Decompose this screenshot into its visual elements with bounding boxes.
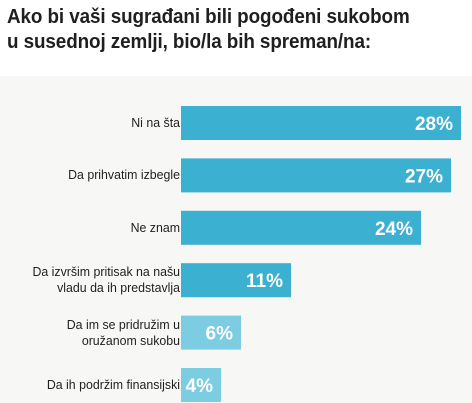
bar-4 bbox=[181, 263, 291, 298]
bar-value-label-4: 11% bbox=[246, 271, 283, 292]
category-label-6: Da ih podržim finansijski bbox=[46, 377, 181, 392]
bar-value-label-5: 6% bbox=[206, 324, 234, 345]
bar-1 bbox=[181, 106, 461, 140]
chart-title-line-1: Ako bi vaši sugrađani bili pogođeni suko… bbox=[7, 5, 410, 28]
bar-2 bbox=[181, 158, 451, 193]
category-label-2: Da prihvatim izbegle bbox=[68, 167, 180, 183]
bar-value-label-6: 4% bbox=[186, 376, 214, 397]
bar-value-label-3: 24% bbox=[375, 219, 413, 240]
bar-value-label-2: 27% bbox=[405, 166, 443, 187]
category-label-1: Ni na šta bbox=[131, 115, 180, 130]
bar-5 bbox=[181, 315, 241, 350]
bar-value-label-1: 28% bbox=[415, 114, 453, 135]
bar-6 bbox=[181, 368, 221, 402]
category-label-3: Ne znam bbox=[130, 219, 180, 235]
chart-title: Ako bi vaši sugrađani bili pogođeni suko… bbox=[7, 4, 426, 54]
bar-3 bbox=[181, 210, 421, 245]
category-label-5: Da im se pridružim u oružanom sukobu bbox=[66, 316, 180, 348]
chart-title-line-2: u susednoj zemlji, bio/la bih spreman/na… bbox=[7, 30, 372, 53]
category-label-4: Da izvršim pritisak na našu vladu da ih … bbox=[32, 264, 180, 296]
